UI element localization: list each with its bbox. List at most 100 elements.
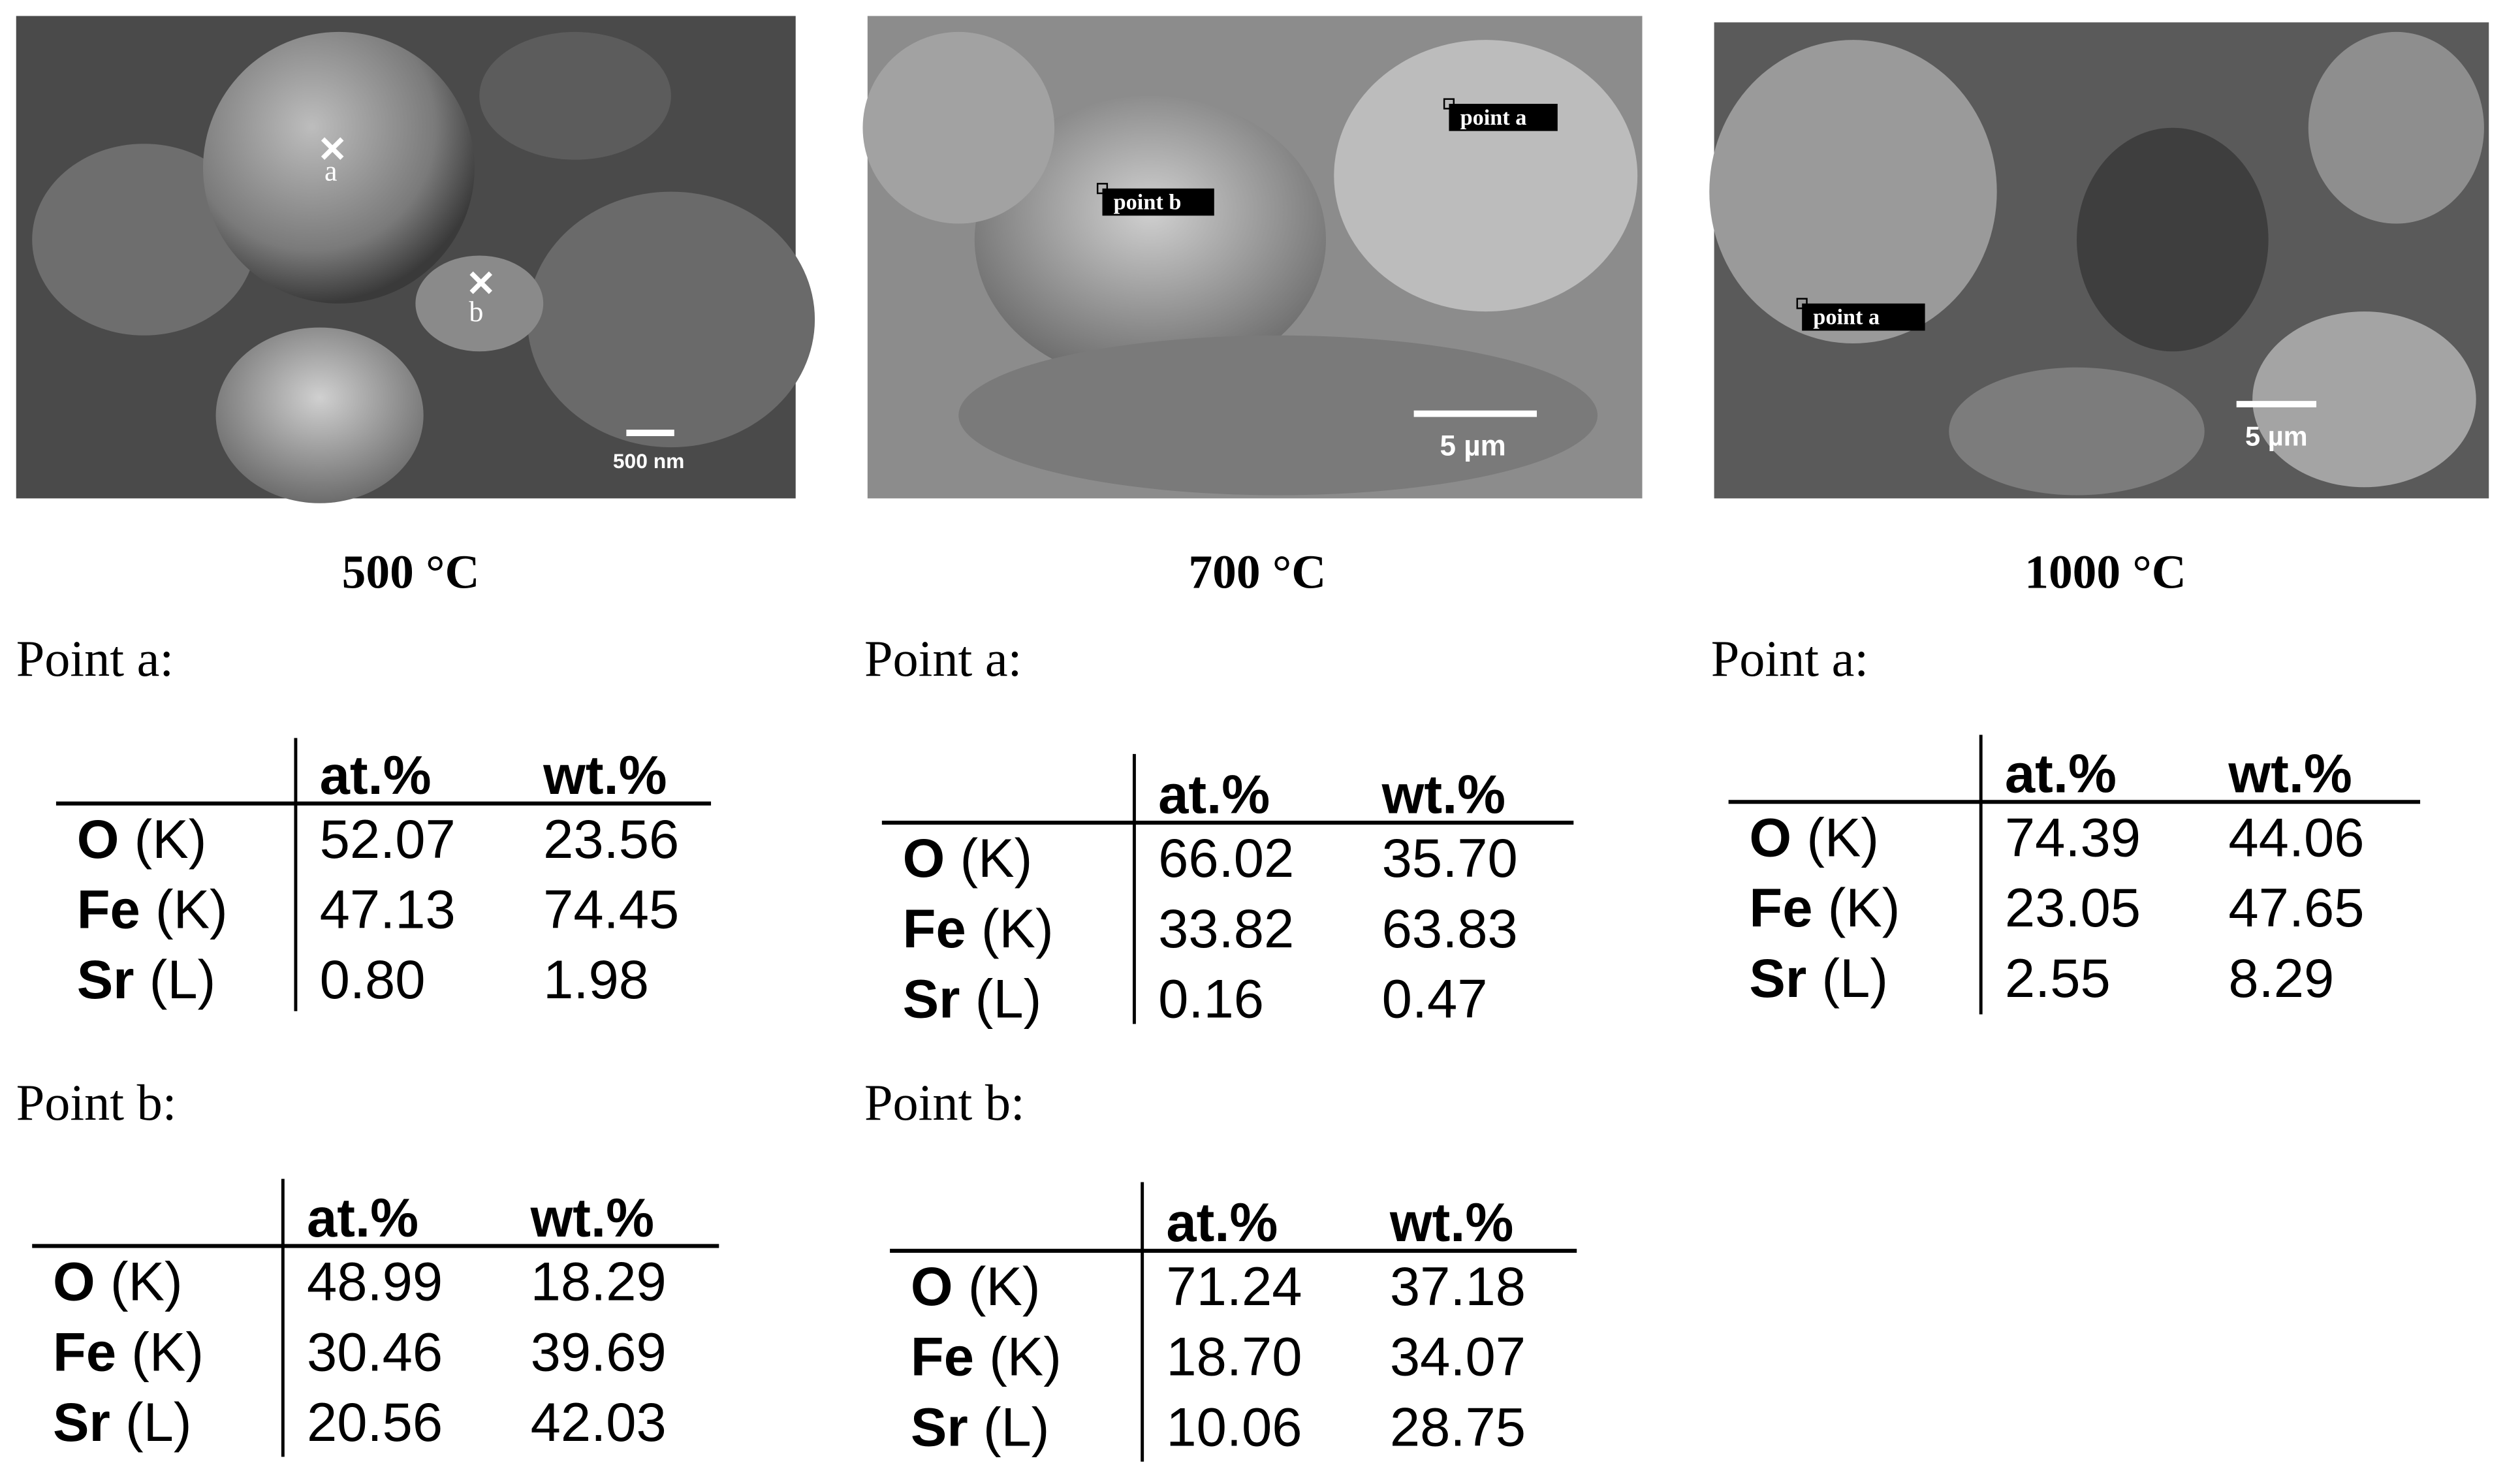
column-header: at.% xyxy=(2005,744,2117,804)
line: (K) xyxy=(1828,877,1900,938)
row-label: Fe (K) xyxy=(53,1321,204,1382)
eds-table: at.% wt.% O (K) 52.07 23.56 Fe (K) 47.13 74.45 S… xyxy=(55,738,712,1011)
line: (L) xyxy=(983,1397,1050,1457)
element: O xyxy=(911,1256,953,1317)
table-value: 18.29 xyxy=(531,1252,667,1312)
scale-bar-label: 5 µm xyxy=(2245,421,2308,452)
table-value: 37.18 xyxy=(1390,1256,1526,1317)
temperature-label: 700 °C xyxy=(1188,545,1326,598)
line: (K) xyxy=(1806,807,1879,868)
element: Fe xyxy=(1749,877,1812,938)
image-overlay: 5 µm point a point b xyxy=(1096,98,1558,462)
scale-bar-label: 5 µm xyxy=(1440,430,1506,462)
row-label: Sr (L) xyxy=(53,1392,192,1453)
table-value: 20.56 xyxy=(307,1392,443,1453)
sem-image xyxy=(16,16,815,503)
element: Fe xyxy=(53,1321,116,1382)
line: (K) xyxy=(981,898,1054,959)
element: Sr xyxy=(911,1397,968,1457)
line: (K) xyxy=(110,1252,183,1312)
element: Sr xyxy=(1749,948,1806,1009)
table-value: 63.83 xyxy=(1382,898,1518,959)
scale-bar-label: 500 nm xyxy=(613,449,685,473)
row-label: O (K) xyxy=(53,1252,183,1312)
table-value: 18.70 xyxy=(1166,1327,1302,1387)
column-header: wt.% xyxy=(2228,744,2352,804)
row-label: O (K) xyxy=(911,1256,1041,1317)
line: (K) xyxy=(960,828,1032,889)
column-header: at.% xyxy=(1158,764,1270,825)
marker-point xyxy=(1443,98,1455,110)
table-value: 47.13 xyxy=(320,879,456,940)
marker-label: point a xyxy=(1460,105,1527,130)
table-value: 44.06 xyxy=(2228,807,2364,868)
row-label: Fe (K) xyxy=(1749,877,1900,938)
marker-box xyxy=(1449,104,1558,131)
element: Sr xyxy=(53,1392,110,1453)
column-header: at.% xyxy=(307,1188,418,1248)
element: O xyxy=(53,1252,95,1312)
table-value: 23.05 xyxy=(2005,877,2141,938)
point-label: Point a: xyxy=(864,630,1022,687)
table-value: 8.29 xyxy=(2228,948,2334,1009)
table-value: 71.24 xyxy=(1166,1256,1302,1317)
marker-cross xyxy=(469,271,493,294)
image-overlay: 5 µm point a xyxy=(1796,298,2317,452)
marker-label: point a xyxy=(1813,305,1880,330)
column-header: wt.% xyxy=(1389,1192,1513,1253)
column-header: wt.% xyxy=(530,1188,654,1248)
line: (K) xyxy=(134,809,207,870)
eds-table: at.% wt.% O (K) 71.24 37.18 Fe (K) 18.70 34.07 S… xyxy=(890,1182,1577,1462)
element: Fe xyxy=(903,898,966,959)
marker-point xyxy=(1796,298,1808,309)
element: Fe xyxy=(911,1327,974,1387)
point-label: Point b: xyxy=(16,1074,177,1131)
row-label: O (K) xyxy=(77,809,207,870)
eds-table: at.% wt.% O (K) 66.02 35.70 Fe (K) 33.82 63.83 S… xyxy=(881,753,1574,1030)
element: Fe xyxy=(77,879,140,940)
row-label: O (K) xyxy=(1749,807,1879,868)
table-value: 48.99 xyxy=(307,1252,443,1312)
table-value: 35.70 xyxy=(1382,828,1518,889)
marker-box xyxy=(1102,188,1214,216)
point-label: Point b: xyxy=(864,1074,1025,1131)
table-value: 66.02 xyxy=(1158,828,1294,889)
element: Sr xyxy=(77,949,134,1010)
element: Sr xyxy=(903,969,960,1030)
table-value: 74.39 xyxy=(2005,807,2141,868)
element: O xyxy=(903,828,945,889)
line: (K) xyxy=(155,879,228,940)
line: (L) xyxy=(150,949,216,1010)
line: (L) xyxy=(125,1392,192,1453)
table-value: 28.75 xyxy=(1390,1397,1526,1457)
element: O xyxy=(1749,807,1791,868)
column-header: at.% xyxy=(1166,1192,1278,1253)
line: (K) xyxy=(989,1327,1062,1387)
row-label: Sr (L) xyxy=(1749,948,1888,1009)
table-value: 0.80 xyxy=(320,949,426,1010)
temperature-label: 500 °C xyxy=(342,545,480,598)
column-header: wt.% xyxy=(543,745,667,806)
point-label: Point a: xyxy=(16,630,174,687)
row-label: Sr (L) xyxy=(903,969,1042,1030)
element: O xyxy=(77,809,119,870)
table-value: 1.98 xyxy=(543,949,649,1010)
sem-image xyxy=(862,16,1643,499)
line: (K) xyxy=(968,1256,1041,1317)
table-value: 23.56 xyxy=(543,809,679,870)
table-value: 10.06 xyxy=(1166,1397,1302,1457)
image-overlay: 500 nm a b xyxy=(321,137,685,473)
row-label: Fe (K) xyxy=(903,898,1054,959)
row-label: Sr (L) xyxy=(77,949,216,1010)
table-value: 34.07 xyxy=(1390,1327,1526,1387)
line: (L) xyxy=(1821,948,1888,1009)
eds-table: at.% wt.% O (K) 74.39 44.06 Fe (K) 23.05 47.65 S… xyxy=(1728,734,2421,1015)
table-value: 33.82 xyxy=(1158,898,1294,959)
temperature-label: 1000 °C xyxy=(2024,545,2186,598)
marker-point xyxy=(1096,183,1109,195)
row-label: O (K) xyxy=(903,828,1033,889)
line: (L) xyxy=(975,969,1042,1030)
table-value: 74.45 xyxy=(543,879,679,940)
table-value: 52.07 xyxy=(320,809,456,870)
table-value: 30.46 xyxy=(307,1321,443,1382)
